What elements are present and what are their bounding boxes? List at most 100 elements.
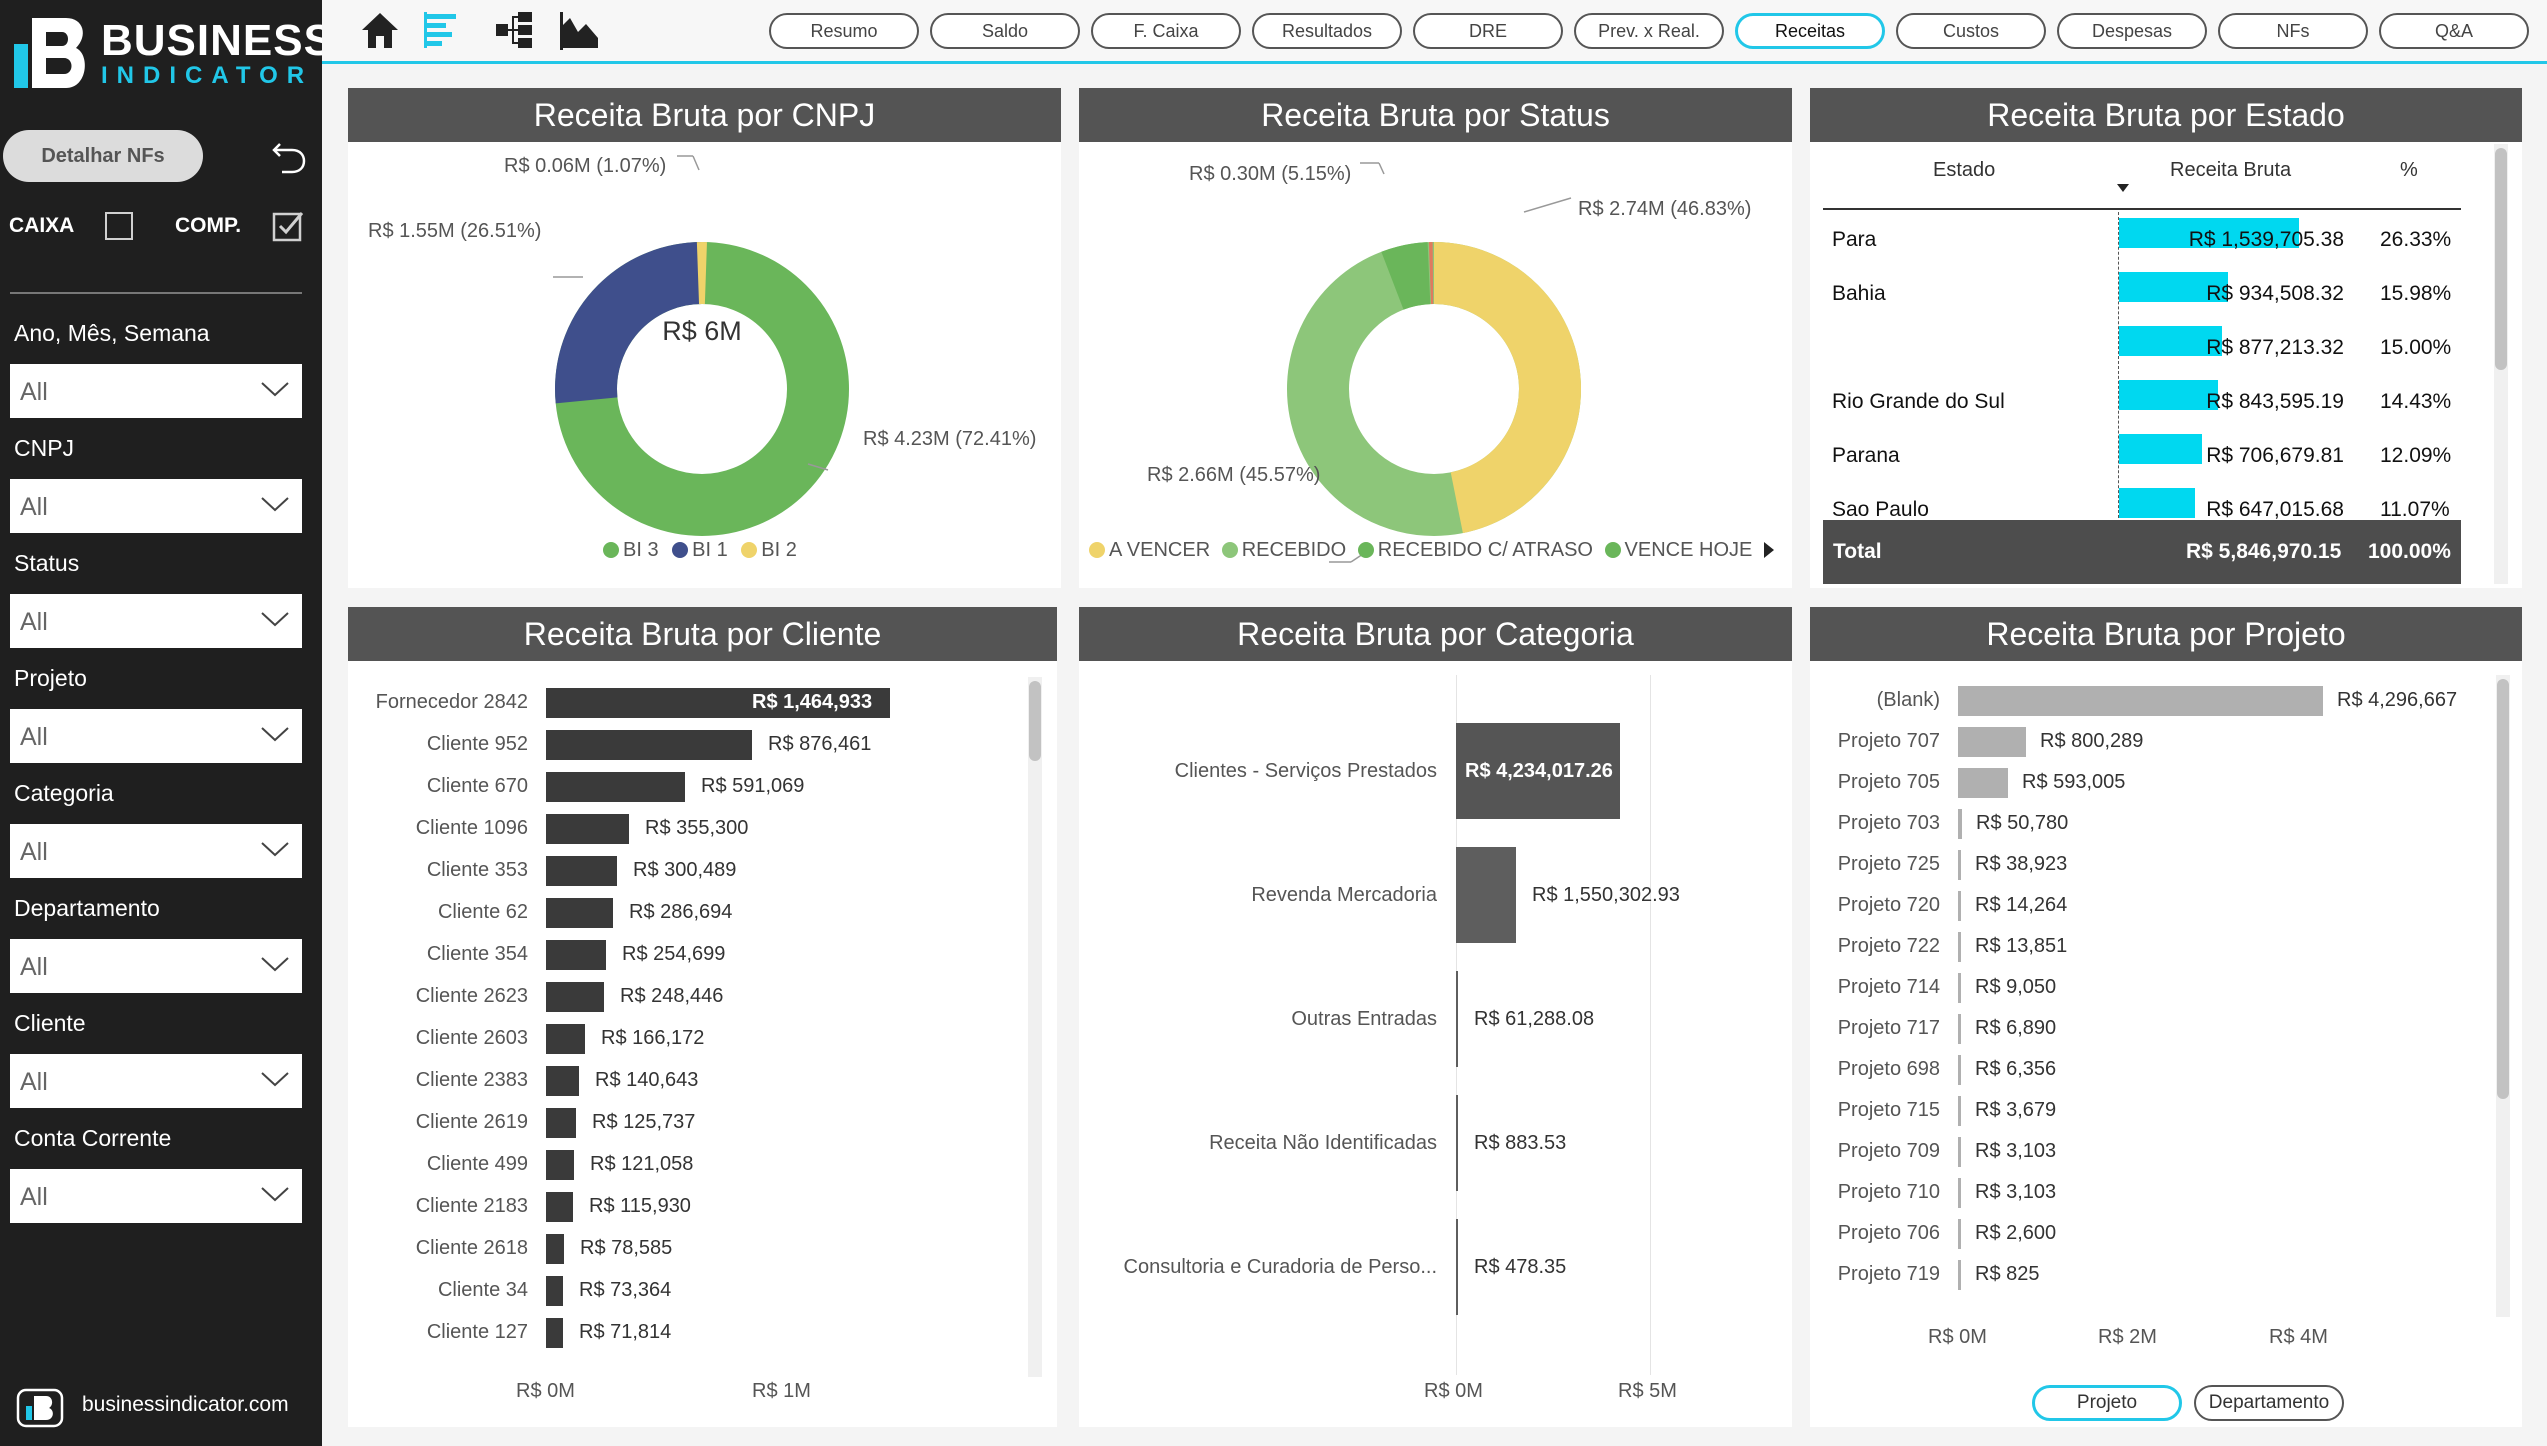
donut-slice-vence-hoje[interactable] (1287, 241, 1581, 536)
filter-dropdown-conta-corrente[interactable]: All (10, 1169, 302, 1223)
tab-resultados[interactable]: Resultados (1252, 13, 1402, 49)
projeto-bar[interactable] (1958, 932, 1961, 962)
home-icon[interactable] (358, 8, 402, 52)
hierarchy-icon[interactable] (492, 8, 536, 52)
estado-bar[interactable] (2119, 272, 2228, 302)
estado-bar[interactable] (2119, 434, 2202, 464)
projeto-bar[interactable] (1958, 809, 1962, 839)
filter-dropdown-cnpj[interactable]: All (10, 479, 302, 533)
area-chart-icon[interactable] (558, 8, 602, 52)
comp-checkbox[interactable] (272, 210, 304, 242)
projeto-bar[interactable] (1958, 686, 2323, 716)
legend-next-icon[interactable] (1762, 540, 1776, 560)
caixa-checkbox[interactable] (105, 212, 133, 240)
projeto-bar[interactable] (1958, 973, 1961, 1003)
projeto-scrollbar[interactable] (2496, 675, 2510, 1317)
projeto-bar[interactable] (1958, 1055, 1961, 1085)
cliente-scrollbar[interactable] (1028, 677, 1042, 1377)
projeto-bar[interactable] (1958, 1137, 1961, 1167)
projeto-bar[interactable] (1958, 727, 2026, 757)
categoria-bar[interactable] (1456, 971, 1458, 1067)
filter-dropdown-cliente[interactable]: All (10, 1054, 302, 1108)
cliente-bar[interactable] (546, 1318, 563, 1348)
filter-dropdown-ano-m-s-semana[interactable]: All (10, 364, 302, 418)
estado-row-name[interactable]: Para (1832, 228, 1877, 251)
sort-desc-icon[interactable] (2116, 183, 2130, 193)
cliente-scroll-thumb[interactable] (1029, 681, 1041, 761)
cliente-bar[interactable] (546, 1192, 573, 1222)
categoria-bar[interactable] (1456, 847, 1516, 943)
legend-item-vence-hoje[interactable]: VENCE HOJE (1604, 539, 1752, 561)
cliente-bar[interactable] (546, 814, 629, 844)
cliente-bar[interactable] (546, 1108, 576, 1138)
estado-bar[interactable] (2119, 488, 2195, 518)
tab-resumo[interactable]: Resumo (769, 13, 919, 49)
bar-list-icon[interactable] (422, 8, 466, 52)
categoria-bar[interactable] (1456, 1095, 1458, 1191)
estado-bar[interactable] (2119, 218, 2299, 248)
col-header-estado[interactable]: Estado (1933, 159, 1996, 181)
legend-item-bi3[interactable]: BI 3 (603, 539, 659, 561)
estado-bar[interactable] (2119, 380, 2218, 410)
projeto-bar[interactable] (1958, 1014, 1961, 1044)
cliente-bar[interactable] (546, 1066, 579, 1096)
estado-row-name[interactable]: Rio Grande do Sul (1832, 390, 2005, 413)
cnpj-donut-chart[interactable] (348, 142, 1061, 588)
cliente-bar[interactable] (546, 1234, 564, 1264)
cliente-bar[interactable] (546, 856, 617, 886)
cliente-bar[interactable] (546, 772, 685, 802)
tab-dre[interactable]: DRE (1413, 13, 1563, 49)
filter-dropdown-status[interactable]: All (10, 594, 302, 648)
legend-item-recebido-atraso[interactable]: RECEBIDO C/ ATRASO (1357, 539, 1593, 561)
tab-prev-x-real-[interactable]: Prev. x Real. (1574, 13, 1724, 49)
detail-nfs-button[interactable]: Detalhar NFs (3, 130, 203, 182)
cliente-bar[interactable] (546, 1024, 585, 1054)
col-header-receita[interactable]: Receita Bruta (2170, 159, 2292, 181)
donut-slice-a-vencer[interactable] (1287, 242, 1581, 536)
estado-row-name[interactable]: Parana (1832, 444, 1900, 467)
tab-q-a[interactable]: Q&A (2379, 13, 2529, 49)
tab-receitas[interactable]: Receitas (1735, 13, 1885, 49)
projeto-bar[interactable] (1958, 891, 1961, 921)
departamento-toggle-button[interactable]: Departamento (2194, 1385, 2344, 1421)
cliente-bar[interactable] (546, 730, 752, 760)
cliente-bar[interactable] (546, 898, 613, 928)
estado-row-name[interactable]: Bahia (1832, 282, 1886, 305)
projeto-bar[interactable] (1958, 768, 2008, 798)
legend-item-bi2[interactable]: BI 2 (741, 539, 797, 561)
projeto-bar[interactable] (1958, 1096, 1961, 1126)
undo-icon[interactable] (270, 138, 308, 176)
donut-slice-bi2[interactable] (555, 242, 849, 537)
filter-dropdown-departamento[interactable]: All (10, 939, 302, 993)
cliente-bar[interactable] (546, 688, 890, 718)
filter-dropdown-categoria[interactable]: All (10, 824, 302, 878)
cliente-bar[interactable] (546, 940, 606, 970)
estado-scroll-thumb[interactable] (2495, 148, 2507, 370)
categoria-bar[interactable] (1456, 1219, 1458, 1315)
tab-f-caixa[interactable]: F. Caixa (1091, 13, 1241, 49)
projeto-toggle-button[interactable]: Projeto (2032, 1385, 2182, 1421)
tab-saldo[interactable]: Saldo (930, 13, 1080, 49)
tab-despesas[interactable]: Despesas (2057, 13, 2207, 49)
brand-website[interactable]: businessindicator.com (82, 1393, 289, 1416)
donut-slice-recebido-atraso[interactable] (1284, 239, 1584, 539)
cliente-bar[interactable] (546, 1150, 574, 1180)
projeto-bar[interactable] (1958, 1260, 1961, 1290)
projeto-bar[interactable] (1958, 850, 1961, 880)
estado-row-name[interactable]: Sao Paulo (1832, 498, 1929, 521)
cliente-bar[interactable] (546, 982, 604, 1012)
col-header-pct[interactable]: % (2400, 159, 2418, 181)
tab-nfs[interactable]: NFs (2218, 13, 2368, 49)
tab-custos[interactable]: Custos (1896, 13, 2046, 49)
cliente-bar[interactable] (546, 1276, 563, 1306)
legend-item-recebido[interactable]: RECEBIDO (1221, 539, 1346, 561)
estado-bar[interactable] (2119, 326, 2222, 356)
projeto-bar[interactable] (1958, 1178, 1961, 1208)
legend-item-a-vencer[interactable]: A VENCER (1089, 539, 1210, 561)
categoria-bar[interactable] (1456, 723, 1620, 819)
filter-dropdown-projeto[interactable]: All (10, 709, 302, 763)
projeto-scroll-thumb[interactable] (2497, 679, 2509, 1099)
projeto-bar[interactable] (1958, 1219, 1961, 1249)
estado-scrollbar[interactable] (2494, 144, 2508, 584)
legend-item-bi1[interactable]: BI 1 (672, 539, 728, 561)
